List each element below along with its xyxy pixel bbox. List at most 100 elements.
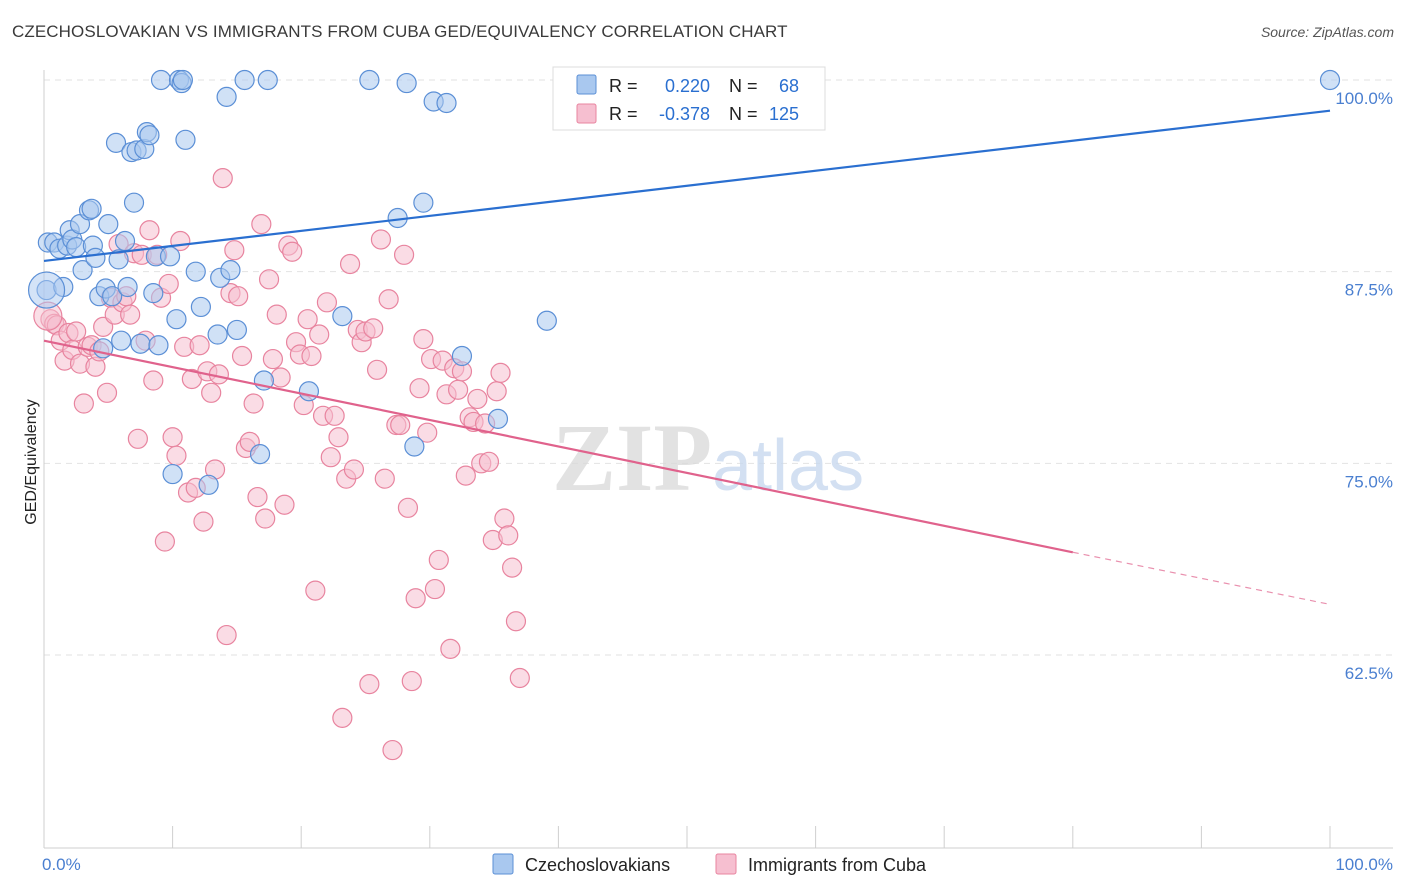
czech-point (72, 260, 93, 281)
cuba-point (320, 447, 341, 468)
cuba-point (166, 445, 187, 466)
cuba-point (374, 468, 395, 489)
czech-point (143, 283, 164, 304)
watermark-zip: ZIP (552, 404, 712, 511)
trend-lines (43, 109, 1331, 605)
cuba-point (255, 508, 276, 529)
czech-point (220, 260, 241, 281)
cuba-point (154, 531, 175, 552)
legend-r-value-1: 0.220 (665, 76, 710, 96)
czech-point (172, 69, 193, 91)
czech-point (359, 69, 380, 91)
cuba-point (417, 422, 438, 443)
cuba-point (66, 321, 87, 342)
czech-point (114, 230, 136, 252)
cuba-point (478, 451, 500, 472)
cuba-point (266, 304, 287, 325)
cuba-point (467, 388, 488, 410)
czech-point (162, 463, 183, 485)
czech-point (98, 214, 119, 235)
legend-n-value-1: 68 (779, 76, 799, 96)
czech-point (175, 129, 196, 150)
cuba-point (363, 318, 384, 339)
cuba-point (305, 580, 326, 601)
czech-point (111, 330, 132, 351)
czech-point (105, 132, 127, 153)
cuba-point (455, 465, 476, 486)
cuba-point (73, 393, 94, 414)
cuba-point (409, 378, 430, 399)
axes (43, 70, 1393, 849)
trend-line-czech (43, 109, 1331, 263)
czech-point (249, 444, 271, 465)
series-czech-points (27, 69, 1341, 495)
y-tick-label: 62.5% (1345, 664, 1393, 683)
legend-series2-label: Immigrants from Cuba (748, 855, 927, 875)
cuba-point (162, 427, 183, 448)
czech-point (396, 72, 417, 94)
czech-point (487, 408, 509, 429)
czech-point (81, 198, 102, 219)
cuba-point (390, 414, 411, 436)
cuba-point (216, 624, 237, 646)
watermark: ZIP atlas (552, 404, 864, 511)
y-tick-labels: 100.0% 87.5% 75.0% 62.5% (1335, 89, 1393, 683)
czech-point (404, 436, 425, 457)
cuba-point (339, 253, 361, 275)
x-ticks (43, 826, 1331, 848)
cuba-point (447, 379, 469, 400)
cuba-point (366, 359, 388, 380)
czech-point (150, 69, 172, 91)
cuba-point (424, 578, 446, 600)
czech-point (139, 125, 160, 146)
czech-point (207, 324, 228, 345)
czech-point (298, 381, 320, 402)
cuba-point (270, 367, 291, 388)
cuba-point (498, 525, 519, 546)
legend-stats-box (552, 66, 826, 131)
cuba-point (401, 670, 422, 692)
cuba-point (490, 362, 511, 383)
cuba-point (332, 707, 353, 728)
legend-stats: R = 0.220 N = 68 R = -0.378 N = 125 (552, 66, 826, 131)
cuba-point (247, 486, 268, 508)
chart-title: CZECHOSLOVAKIAN VS IMMIGRANTS FROM CUBA … (12, 22, 788, 41)
cuba-point (509, 667, 530, 689)
y-tick-label: 100.0% (1335, 89, 1393, 108)
cuba-point (212, 168, 233, 189)
cuba-point (158, 273, 179, 295)
czech-point (190, 296, 211, 318)
cuba-point (120, 304, 141, 325)
cuba-point (143, 370, 164, 391)
cuba-point (93, 316, 114, 337)
cuba-point (486, 381, 507, 402)
czech-point (257, 69, 278, 91)
cuba-point (370, 229, 392, 250)
czech-point (159, 246, 181, 267)
czech-point (451, 345, 473, 367)
cuba-point (139, 220, 160, 241)
cuba-point (193, 511, 214, 532)
cuba-point (251, 214, 272, 235)
czech-point (1319, 69, 1341, 91)
cuba-point (231, 345, 253, 367)
czech-point (185, 261, 206, 282)
cuba-point (262, 348, 284, 370)
cuba-point (96, 382, 118, 403)
grid-lines (44, 79, 1393, 656)
cuba-point (397, 497, 419, 518)
cuba-point (378, 289, 399, 310)
cuba-point (343, 459, 365, 480)
cuba-point (224, 240, 245, 261)
cuba-point (328, 427, 349, 448)
cuba-point (413, 329, 434, 350)
cuba-point (359, 674, 380, 695)
legend-blue-swatch (576, 74, 597, 95)
czech-point (226, 319, 247, 341)
cuba-point (502, 557, 523, 578)
cuba-point (228, 286, 249, 307)
series-cuba-points (33, 168, 530, 761)
legend-series1-swatch (492, 853, 514, 875)
czech-point (436, 92, 457, 114)
cuba-point (127, 428, 148, 449)
